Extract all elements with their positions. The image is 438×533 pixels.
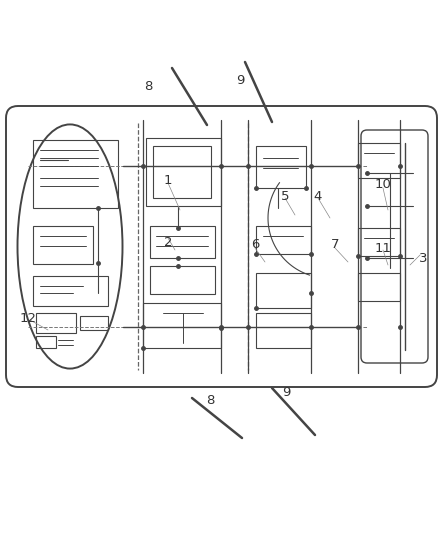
Bar	[255, 273, 310, 308]
Bar	[255, 146, 305, 188]
Text: 6: 6	[250, 238, 258, 252]
Bar	[143, 303, 220, 348]
Bar	[357, 228, 399, 256]
Bar	[146, 138, 220, 206]
Bar	[33, 276, 108, 306]
Text: 4: 4	[313, 190, 321, 203]
Bar	[150, 266, 215, 294]
Text: 11: 11	[374, 241, 391, 254]
Bar	[153, 146, 211, 198]
Text: 1: 1	[163, 174, 172, 187]
Text: 12: 12	[19, 311, 36, 325]
Bar	[255, 226, 310, 254]
Bar	[36, 313, 76, 333]
Text: 8: 8	[144, 80, 152, 93]
Bar	[357, 273, 399, 301]
Bar	[255, 313, 310, 348]
Text: 9: 9	[235, 74, 244, 86]
Text: 10: 10	[374, 179, 391, 191]
Bar	[33, 226, 93, 264]
Text: 8: 8	[205, 393, 214, 407]
Bar	[33, 140, 118, 208]
Text: 5: 5	[280, 190, 289, 203]
Text: 7: 7	[330, 238, 339, 252]
Text: 3: 3	[418, 252, 426, 264]
Bar	[150, 226, 215, 258]
Bar	[80, 316, 108, 330]
Bar	[36, 336, 56, 348]
Text: 2: 2	[163, 236, 172, 248]
Text: 9: 9	[281, 385, 290, 399]
Bar	[357, 143, 399, 178]
